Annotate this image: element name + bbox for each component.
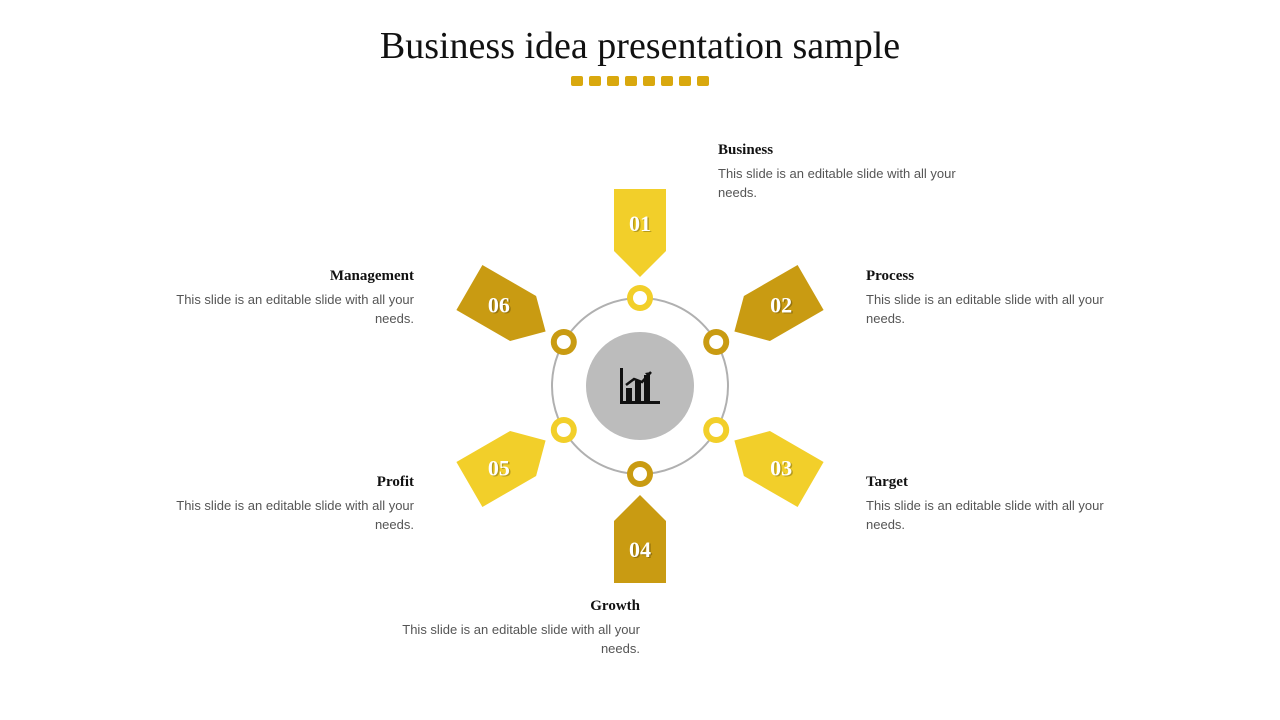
spoke-label-desc: This slide is an editable slide with all… (174, 497, 414, 535)
spoke-number: 01 (629, 211, 651, 236)
spoke-label-title: Target (866, 474, 1106, 491)
spoke-label: Target This slide is an editable slide wi… (866, 474, 1106, 535)
spoke-number: 02 (770, 293, 792, 318)
spoke-label: Management This slide is an editable slid… (174, 268, 414, 329)
slide: Business idea presentation sample 010102… (0, 0, 1280, 720)
spoke-number: 04 (629, 537, 651, 562)
spoke-number: 03 (770, 455, 792, 480)
chart-growth-icon (606, 352, 674, 420)
spoke-label-desc: This slide is an editable slide with all… (866, 291, 1106, 329)
spoke-label-desc: This slide is an editable slide with all… (866, 497, 1106, 535)
spoke-label: Growth This slide is an editable slide wi… (400, 598, 640, 659)
spoke-number: 06 (488, 293, 510, 318)
spoke-label-title: Profit (174, 474, 414, 491)
spoke-label-title: Business (718, 142, 958, 159)
spoke-number: 05 (488, 455, 510, 480)
spoke-label-title: Growth (400, 598, 640, 615)
spoke-label: Profit This slide is an editable slide wi… (174, 474, 414, 535)
spoke-label-title: Management (174, 268, 414, 285)
spoke-label-desc: This slide is an editable slide with all… (400, 621, 640, 659)
spoke-label-desc: This slide is an editable slide with all… (174, 291, 414, 329)
spoke-label: Process This slide is an editable slide w… (866, 268, 1106, 329)
spoke-label-title: Process (866, 268, 1106, 285)
spoke-label-desc: This slide is an editable slide with all… (718, 165, 958, 203)
spoke-label: Business This slide is an editable slide … (718, 142, 958, 203)
